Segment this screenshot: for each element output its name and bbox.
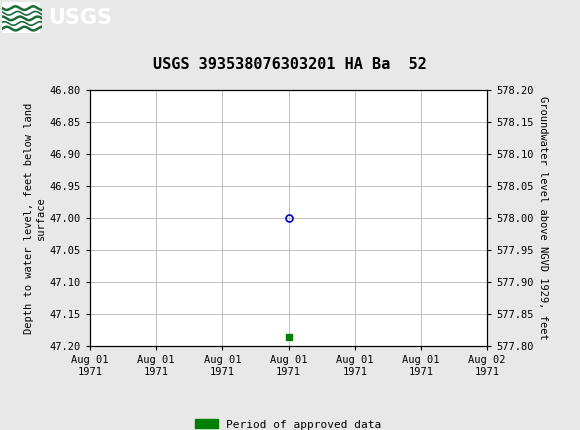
Legend: Period of approved data: Period of approved data <box>191 415 386 430</box>
Bar <box>2 2 40 33</box>
Y-axis label: Groundwater level above NGVD 1929, feet: Groundwater level above NGVD 1929, feet <box>538 96 548 340</box>
Text: USGS: USGS <box>48 8 112 28</box>
Y-axis label: Depth to water level, feet below land
surface: Depth to water level, feet below land su… <box>24 103 45 334</box>
Text: USGS 393538076303201 HA Ba  52: USGS 393538076303201 HA Ba 52 <box>153 57 427 72</box>
